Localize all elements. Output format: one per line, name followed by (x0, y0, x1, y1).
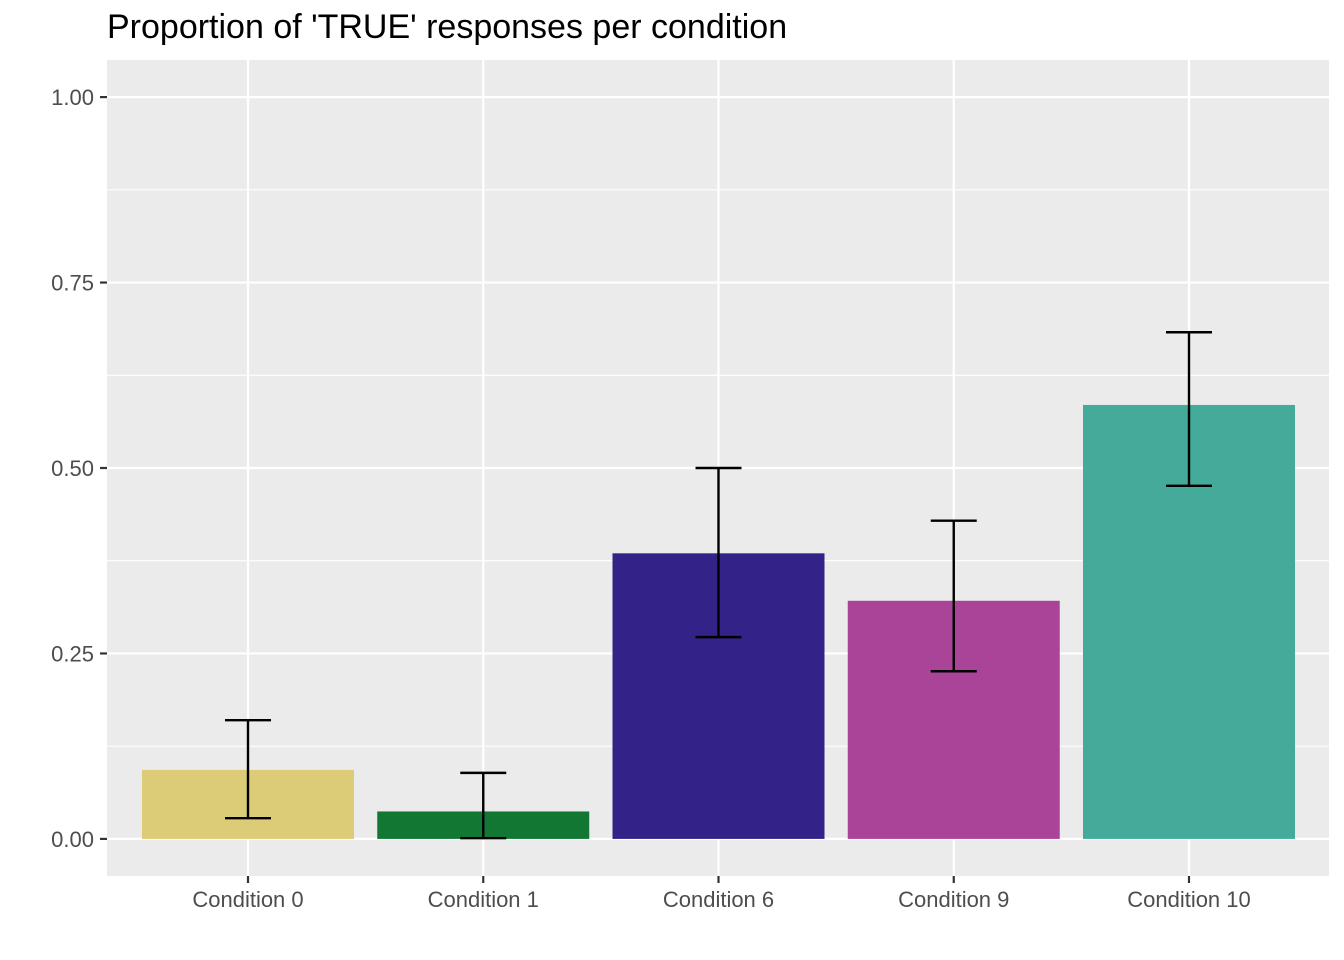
y-tick-label: 1.00 (51, 85, 94, 110)
error-bars (225, 331, 1212, 840)
x-tick-label: Condition 10 (1127, 887, 1251, 912)
y-tick-label: 0.00 (51, 827, 94, 852)
y-tick-label: 0.75 (51, 271, 94, 296)
x-tick-label: Condition 1 (428, 887, 539, 912)
y-axis: 0.00 0.25 0.50 0.75 1.00 (51, 85, 107, 852)
x-axis: Condition 0 Condition 1 Condition 6 Conditi… (192, 876, 1251, 912)
x-tick-label: Condition 6 (663, 887, 774, 912)
chart-title: Proportion of 'TRUE' responses per condi… (107, 8, 787, 46)
y-tick-label: 0.50 (51, 456, 94, 481)
x-tick-label: Condition 0 (192, 887, 303, 912)
y-tick-label: 0.25 (51, 641, 94, 666)
x-tick-label: Condition 9 (898, 887, 1009, 912)
